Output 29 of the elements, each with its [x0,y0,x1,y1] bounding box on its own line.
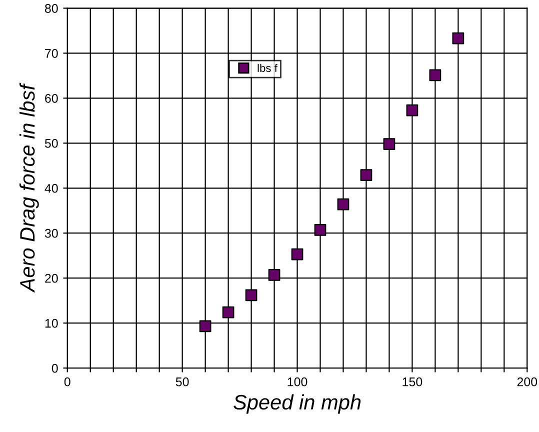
y-axis-title: Aero Drag force in lbsf [19,82,39,293]
y-tick-label: 80 [44,4,58,13]
y-tick-label: 50 [44,138,58,148]
y-tick-label: 60 [45,94,58,103]
legend-label: lbs f [258,64,278,72]
x-axis-title: Speed in mph [234,394,361,414]
x-tick-label: 150 [402,377,422,386]
y-tick-label: 20 [45,274,58,283]
point [222,306,234,318]
point [337,198,350,210]
x-tick-label: 50 [176,377,189,386]
y-tick-label: 30 [44,228,58,238]
x-tick-label: 0 [64,377,70,386]
x-tick-label: 100 [288,377,308,386]
point [291,248,304,260]
point [314,224,326,236]
point [406,104,418,116]
point [383,138,396,150]
point [452,32,464,44]
point [245,289,258,302]
y-tick-label: 70 [45,48,58,58]
y-tick-label: 10 [45,318,58,328]
point [199,320,212,332]
y-tick-label: 0 [52,364,58,373]
point [268,269,280,281]
y-tick-label: 40 [44,184,58,193]
point [429,69,442,82]
point [360,169,372,182]
x-tick-label: 200 [517,377,538,386]
